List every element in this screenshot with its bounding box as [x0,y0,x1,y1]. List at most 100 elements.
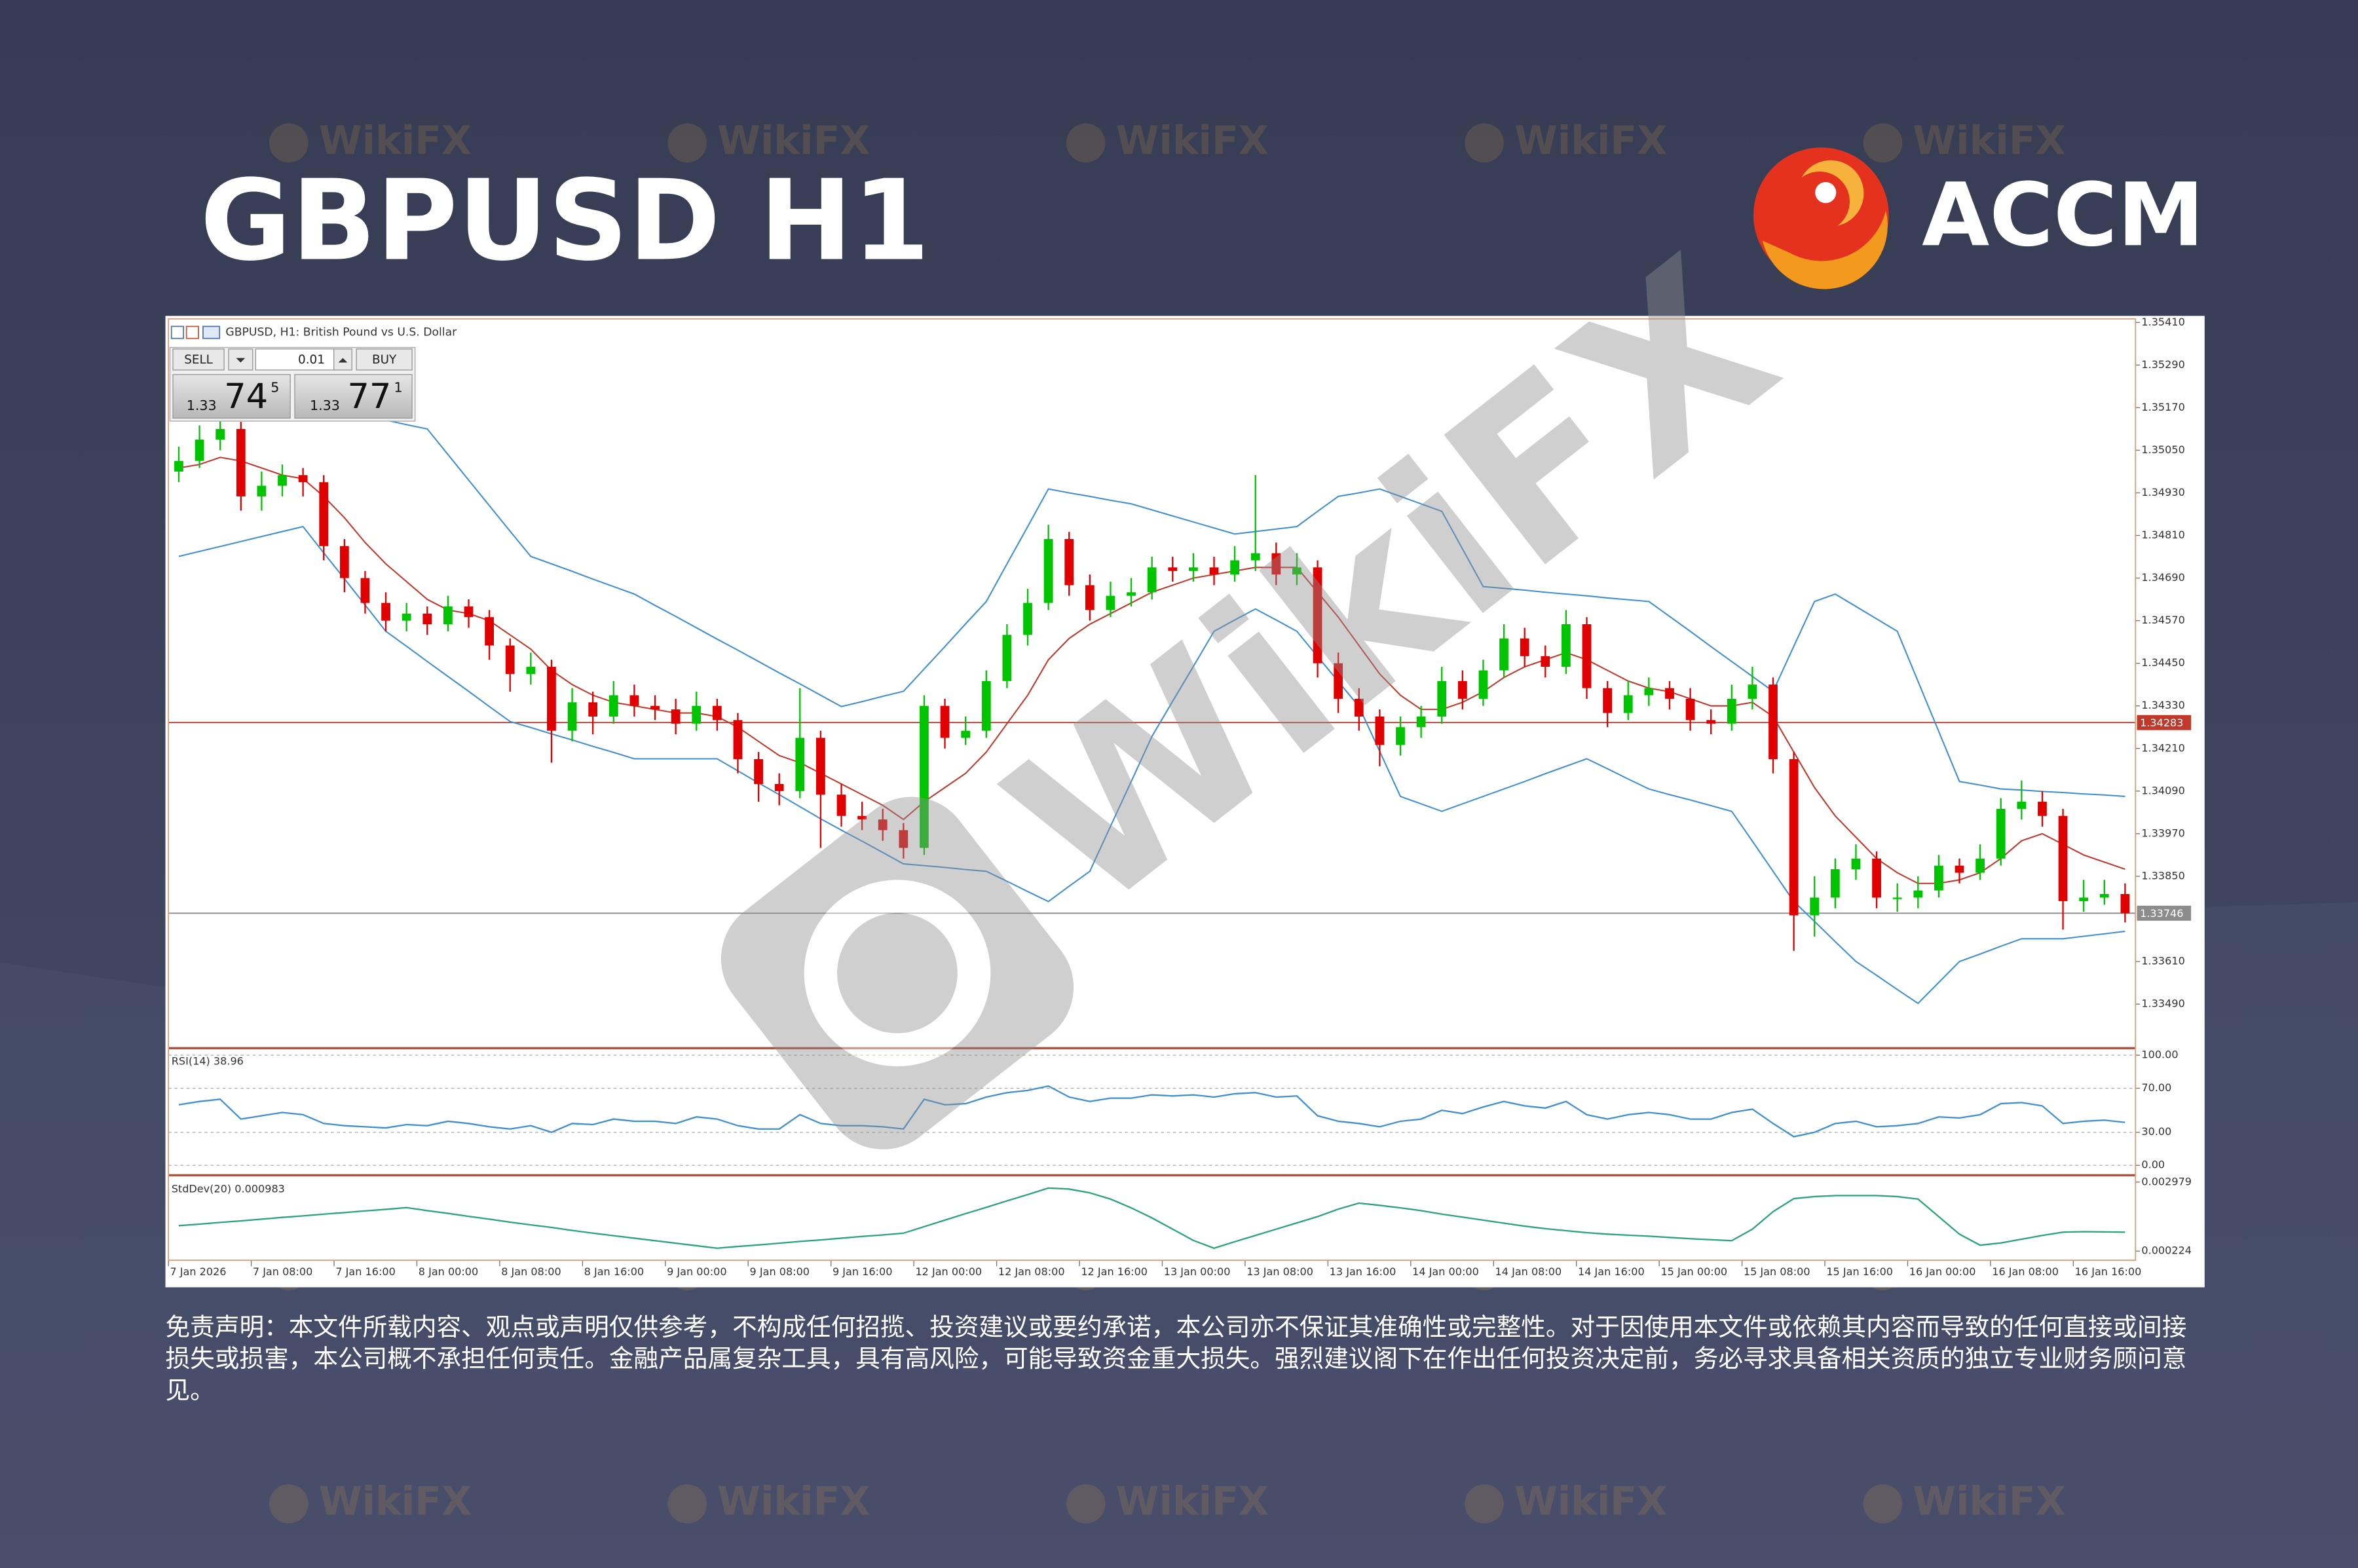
candle-body [712,705,722,720]
x-tick-label: 15 Jan 16:00 [1826,1265,1893,1278]
candle-body [174,460,183,472]
watermark-icon [1465,1484,1504,1523]
y-tick-label: 1.35050 [2141,443,2184,456]
x-tick-label: 9 Jan 08:00 [750,1265,810,1278]
candle-body [381,603,390,621]
buy-label[interactable]: BUY [372,353,397,367]
indicator-line [178,375,2125,797]
candle-body [1955,865,1964,873]
candle-body [422,613,432,625]
candle-body [1085,585,1095,610]
x-tick-label: 12 Jan 16:00 [1081,1265,1148,1278]
y-tick-label: 0.00 [2141,1159,2165,1171]
candle-body [733,720,743,760]
candle-body [1334,663,1343,699]
ask-small: 1 [394,379,403,395]
y-tick-label: 1.34930 [2141,486,2184,498]
x-tick-label: 9 Jan 16:00 [833,1265,892,1278]
chart-header [170,326,221,339]
watermark-icon [1863,123,1903,163]
lot-value[interactable]: 0.01 [298,353,325,367]
candle-body [1478,670,1488,699]
plot-frame [168,318,2137,1261]
y-tick-label: 0.002979 [2141,1175,2192,1187]
y-tick-label: 1.35170 [2141,401,2184,413]
watermark-icon [269,1484,309,1523]
watermark-text: WikiFX [1514,1480,1667,1525]
watermark-text: WikiFX [717,1480,870,1525]
candle-body [1209,567,1219,575]
y-tick-label: 1.34090 [2141,784,2184,796]
y-tick-label: 1.34210 [2141,741,2184,754]
candle-body [1147,567,1157,593]
candle-body [360,578,370,603]
candle-body [754,759,763,784]
candle-body [629,695,639,706]
x-tick-label: 16 Jan 16:00 [2075,1265,2142,1278]
candle-body [1872,858,1881,898]
watermark-icon [1863,1484,1903,1523]
watermark: WikiFX [1465,119,1667,164]
x-tick-label: 15 Jan 00:00 [1660,1265,1727,1278]
y-tick-label: 30.00 [2141,1125,2171,1138]
candle-body [402,613,411,621]
y-tick-label: 1.34570 [2141,614,2184,626]
candle-body [1913,890,1923,898]
candle-body [1851,858,1861,870]
ask-box[interactable] [294,374,413,419]
candle-body [1023,603,1032,635]
candle-body [2099,894,2109,898]
watermark-text: WikiFX [1913,1480,2065,1525]
watermark-icon [1066,1484,1106,1523]
watermark-icon [667,123,707,163]
brand-name: ACCM [1922,164,2204,266]
candle-body [298,475,308,483]
watermark: WikiFX [1863,1480,2066,1525]
watermark-icon [667,1484,707,1523]
candle-body [1665,688,1674,699]
candle-body [1416,716,1426,728]
y-tick-label: 1.34450 [2141,656,2184,669]
candle-body [1250,553,1260,561]
watermark: WikiFX [1066,119,1269,164]
watermark-text: WikiFX [1514,119,1667,164]
x-tick-label: 7 Jan 08:00 [253,1265,312,1278]
chart-panel [165,316,2205,1288]
candle-body [1748,684,1757,699]
candle-body [961,730,971,738]
candle-body [1934,865,1943,891]
candle-body [1789,759,1799,916]
candle-body [1106,595,1115,610]
bid-box[interactable] [172,374,291,419]
x-tick-label: 13 Jan 08:00 [1246,1265,1313,1278]
candle-body [692,705,702,724]
watermark: WikiFX [1465,1480,1667,1525]
candle-body [981,681,991,731]
candle-body [2079,897,2089,901]
disclaimer: 免责声明：本文件所载内容、观点或声明仅供参考，不构成任何招揽、投资建议或要约承诺… [165,1313,2187,1405]
candle-body [1354,698,1364,717]
x-tick-label: 12 Jan 08:00 [998,1265,1065,1278]
watermark: WikiFX [1863,119,2066,164]
x-tick-label: 14 Jan 00:00 [1412,1265,1479,1278]
candle-body [1768,684,1778,760]
x-tick-label: 7 Jan 16:00 [335,1265,395,1278]
x-tick-label: 12 Jan 00:00 [915,1265,982,1278]
y-tick-label: 1.33490 [2141,998,2184,1010]
y-tick-label: 1.35290 [2141,358,2184,371]
buy-button[interactable] [356,348,413,371]
watermark-text: WikiFX [717,119,870,164]
x-tick-label: 8 Jan 08:00 [501,1265,561,1278]
watermark: WikiFX [269,119,472,164]
y-tick-label: 1.33970 [2141,827,2184,839]
watermark-text: WikiFX [1913,119,2065,164]
brand-logo [1753,147,1889,289]
sell-label[interactable]: SELL [184,353,213,367]
candle-body [1603,688,1613,713]
watermark: WikiFX [269,1480,472,1525]
sell-button[interactable] [172,348,225,371]
candle-body [547,667,556,731]
y-tick-label: 70.00 [2141,1081,2171,1094]
lot-field[interactable] [255,348,335,371]
ask-main: 77 [347,377,391,417]
